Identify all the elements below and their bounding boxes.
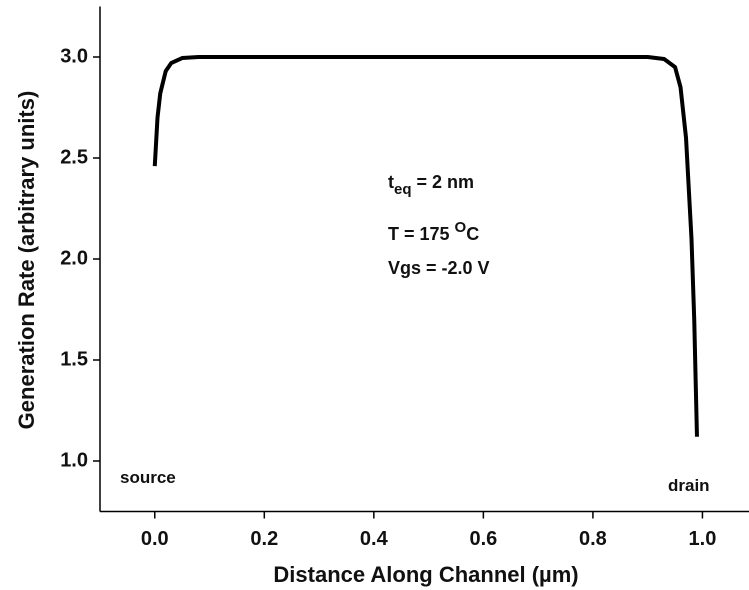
annotation: source: [120, 468, 176, 487]
x-tick-label: 0.0: [141, 528, 169, 550]
annotation: teq = 2 nm: [388, 172, 474, 198]
annotation-part: O: [455, 219, 467, 236]
x-tick-label: 0.2: [250, 528, 278, 550]
x-tick-label: 0.4: [360, 528, 389, 550]
y-tick-label: 2.5: [60, 146, 88, 168]
x-axis-label: Distance Along Channel (µm): [273, 562, 578, 587]
x-tick-label: 0.6: [469, 528, 497, 550]
x-tick-label: 1.0: [689, 528, 717, 550]
annotation-part: t: [388, 172, 394, 192]
annotation: drain: [668, 476, 710, 495]
y-tick-label: 2.0: [60, 247, 88, 269]
annotation: Vgs = -2.0 V: [388, 258, 490, 278]
x-tick-label: 0.8: [579, 528, 607, 550]
annotation-part: eq: [394, 181, 412, 198]
y-tick-label: 1.0: [60, 449, 88, 471]
annotation: T = 175 OC: [388, 219, 479, 244]
y-tick-label: 3.0: [60, 45, 88, 67]
data-line: [152, 55, 699, 437]
annotation-part: T = 175: [388, 224, 455, 244]
y-tick-label: 1.5: [60, 348, 88, 370]
annotation-part: = 2 nm: [412, 172, 475, 192]
y-axis-label: Generation Rate (arbitrary units): [14, 91, 39, 430]
annotation-part: C: [466, 224, 479, 244]
